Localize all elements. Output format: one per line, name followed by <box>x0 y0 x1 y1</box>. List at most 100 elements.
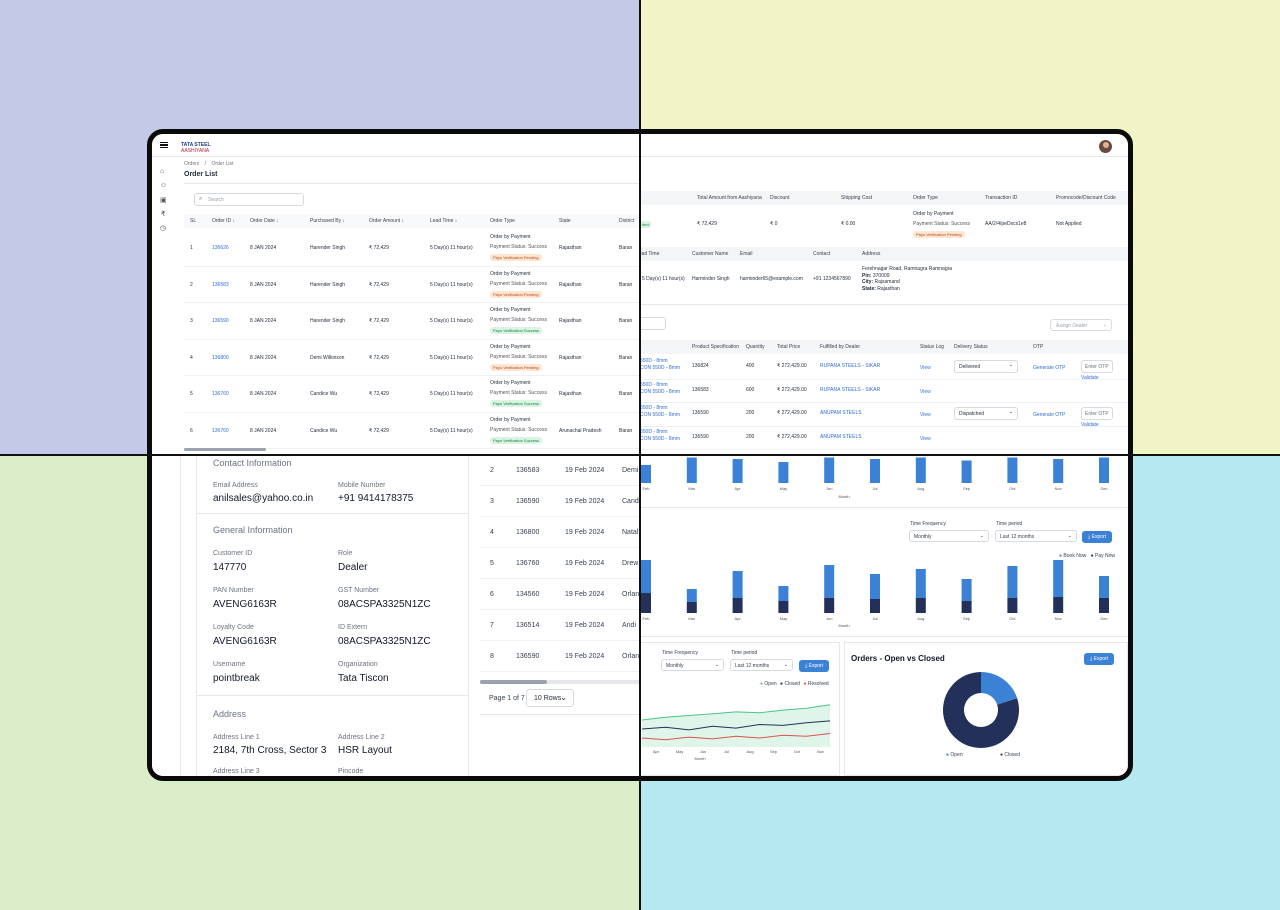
product-link-line2: CON 550D - 8mm <box>640 412 681 418</box>
mini-scroll-thumb[interactable] <box>480 680 547 684</box>
table-row[interactable]: 4 136800 8 JAN 2024 Demi Wilkinson ₹ 72,429 5… <box>184 340 640 376</box>
legend-book-now: Book Now <box>1063 553 1087 559</box>
order-id-link[interactable]: 136760 <box>212 391 229 397</box>
order-id-link[interactable]: 136760 <box>212 427 229 434</box>
order-col-header[interactable]: District <box>619 218 635 224</box>
gst-label: GST Number <box>338 587 380 594</box>
dealer-link[interactable]: RUPANA STEELS - SIKAR <box>820 386 881 393</box>
order-col-header[interactable]: Order Amount ↓ <box>369 218 405 224</box>
export-button-line[interactable]: ⤓ Export <box>799 660 830 672</box>
district: Baran <box>619 354 633 361</box>
breadcrumb-orders[interactable]: Orders <box>184 161 200 167</box>
status-log-view[interactable]: View <box>920 435 931 442</box>
address-header: Address <box>213 709 247 719</box>
dealer-link[interactable]: ANUPAM STEELS <box>820 433 862 440</box>
horizontal-scrollbar[interactable] <box>184 448 266 451</box>
box-icon[interactable]: ▣ <box>160 197 167 204</box>
address-line3-label: Address Line 3 <box>213 768 260 775</box>
table-row[interactable]: 7 136514 19 Feb 2024 Andi <box>480 610 640 641</box>
order-date: 8 JAN 2024 <box>250 391 277 397</box>
bar-book-now <box>824 565 835 598</box>
bar-legend: ● Book Now ● Pay Now <box>1059 553 1115 559</box>
rows-per-page-select[interactable]: 10 Rows ⌄ <box>526 689 574 707</box>
donut-legend-closed-label: Closed <box>1004 752 1020 758</box>
table-row[interactable]: 5 136760 19 Feb 2024 Drew <box>480 548 640 579</box>
otp-input[interactable]: Enter OTP <box>1081 360 1113 373</box>
table-row[interactable]: 2 136583 8 JAN 2024 Harender Singh ₹ 72,429 5… <box>184 267 640 303</box>
table-row[interactable]: 6 134560 19 Feb 2024 Orlan <box>480 579 640 610</box>
lead-time: 5 Day(s) 11 hour(s) <box>430 281 473 288</box>
order-date: 8 JAN 2024 <box>250 427 277 434</box>
order-id-link[interactable]: 136583 <box>212 281 229 288</box>
order-col-header[interactable]: State <box>559 218 571 224</box>
search-box[interactable]: ⌕ Search <box>194 193 304 206</box>
customer-lead-time: 5 Day(s) 11 hour(s) <box>642 276 685 282</box>
delivery-status-select[interactable]: Delivered ⌄ <box>954 360 1018 373</box>
clock-icon[interactable]: ◷ <box>160 225 167 232</box>
avatar[interactable] <box>1099 140 1112 153</box>
export-button-bar[interactable]: ⤓ Export <box>1082 531 1113 543</box>
menu-icon[interactable] <box>160 142 168 148</box>
search-input[interactable]: Search <box>208 197 224 203</box>
generate-otp-link[interactable]: Generate OTP <box>1033 365 1066 371</box>
order-col-header[interactable]: SL <box>190 218 197 224</box>
payment-status: Payment Status: Success <box>490 390 547 396</box>
order-id-link[interactable]: 136590 <box>212 318 229 324</box>
order-id-link[interactable]: 136800 <box>212 354 229 361</box>
table-row[interactable]: 1 136626 8 JAN 2024 Harender Singh ₹ 72,429 5… <box>184 230 640 267</box>
rupee-icon[interactable]: ₹ <box>161 211 166 218</box>
table-row[interactable]: 4 136800 19 Feb 2024 Natal <box>480 517 640 548</box>
table-row[interactable]: 3 136590 19 Feb 2024 Cand <box>480 486 640 517</box>
summary-order-type: Order by Payment <box>913 211 954 217</box>
status-log-view[interactable]: View <box>920 365 931 371</box>
otp-input[interactable]: Enter OTP <box>1081 407 1113 420</box>
x-tick-label: Dec <box>1100 616 1107 621</box>
order-id-link[interactable]: 136626 <box>212 245 229 251</box>
quantity: 200 <box>746 433 755 440</box>
order-col-header[interactable]: Order Date ↓ <box>250 218 279 224</box>
download-icon: ⤓ <box>1090 656 1093 662</box>
donut-legend-closed: ● Closed <box>1000 752 1020 758</box>
validate-link[interactable]: Validate <box>1081 375 1099 381</box>
validate-link[interactable]: Validate <box>1081 422 1099 428</box>
assign-dealer-select[interactable]: Assign Dealer ⌄ <box>1050 319 1112 331</box>
table-row[interactable]: 6 136760 8 JAN 2024 Candice Wu ₹ 72,429 5 Day… <box>184 413 640 449</box>
time-frequency-select[interactable]: Monthly ⌄ <box>909 530 989 542</box>
home-icon[interactable]: ⌂ <box>160 168 165 175</box>
customer-col-header: Contact <box>813 251 831 257</box>
table-row[interactable]: 3 136590 8 JAN 2024 Harender Singh ₹ 72,429 5… <box>184 303 640 340</box>
bar-pay-now <box>732 598 743 613</box>
order-amount: ₹ 72,429 <box>369 318 389 324</box>
dealer-link[interactable]: RUPANA STEELS - SIKAR <box>820 363 881 369</box>
order-col-header[interactable]: Purchased By ↓ <box>310 218 346 224</box>
mini-row-date: 19 Feb 2024 <box>565 467 605 474</box>
bar-pay-now <box>915 598 926 613</box>
bar <box>1053 459 1064 483</box>
table-row[interactable]: 2 136583 19 Feb 2024 Demi <box>480 455 640 486</box>
mini-row-name: Cand <box>622 498 639 505</box>
table-row[interactable]: 5 136760 8 JAN 2024 Candice Wu ₹ 72,429 5 Day… <box>184 376 640 413</box>
order-col-header[interactable]: Lead Time ↓ <box>430 218 458 224</box>
time-period-select[interactable]: Last 12 months ⌄ <box>995 530 1077 542</box>
export-label: Export <box>808 663 824 669</box>
export-button-donut[interactable]: ⤓ Export <box>1084 653 1115 665</box>
status-log-view[interactable]: View <box>920 412 931 418</box>
time-period-label: Time period <box>996 521 1023 527</box>
line-time-frequency-select[interactable]: Monthly ⌄ <box>661 659 724 671</box>
status-log-view[interactable]: View <box>920 388 931 395</box>
bar-pay-now <box>1053 597 1064 613</box>
x-tick-label: May <box>676 749 684 754</box>
order-col-header[interactable]: Order ID ↓ <box>212 218 236 224</box>
dealer-link[interactable]: ANUPAM STEELS <box>820 410 862 416</box>
row-sl: 5 <box>190 391 193 397</box>
delivery-status-select[interactable]: Dispatched ⌄ <box>954 407 1018 420</box>
chevron-down-icon: ⌄ <box>979 533 984 539</box>
items-search-input[interactable] <box>640 317 666 330</box>
mini-row-name: Natal <box>622 529 639 536</box>
line-time-period-select[interactable]: Last 12 months ⌄ <box>730 659 793 671</box>
user-icon[interactable]: ☺ <box>160 182 168 189</box>
table-row[interactable]: 8 136590 19 Feb 2024 Orlan <box>480 641 640 672</box>
generate-otp-link[interactable]: Generate OTP <box>1033 412 1066 418</box>
bar-pay-now <box>778 601 789 613</box>
order-col-header[interactable]: Order Type <box>490 218 515 224</box>
